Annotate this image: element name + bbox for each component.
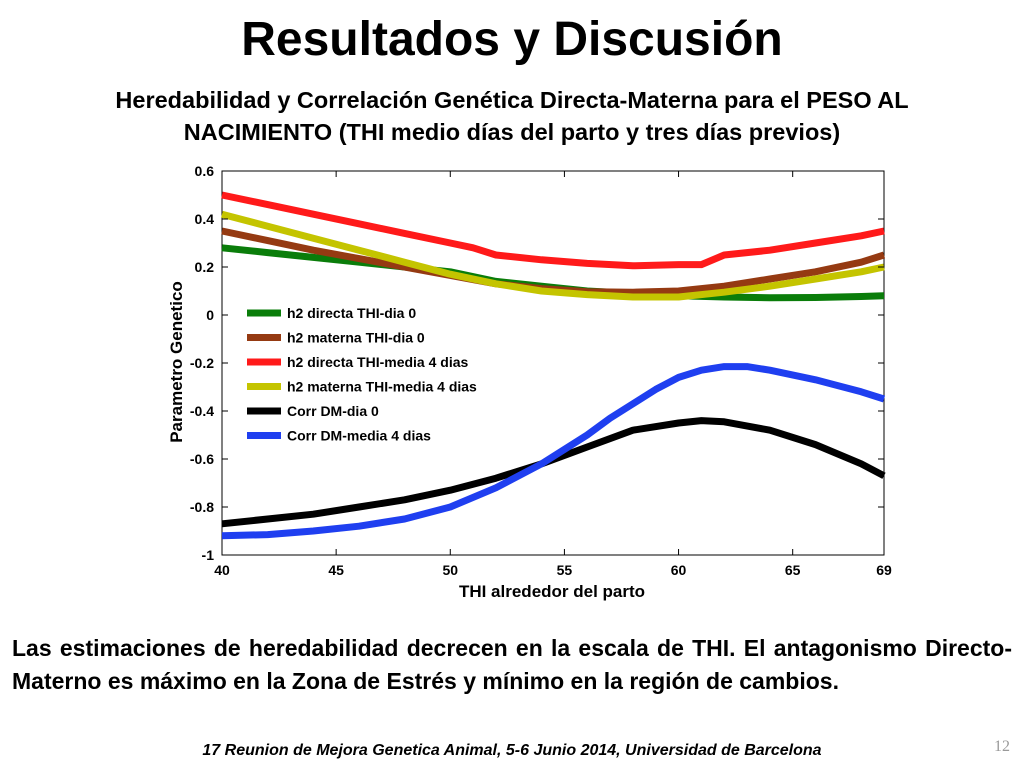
y-tick-label: -0.4: [190, 403, 214, 419]
y-tick-label: -0.2: [190, 355, 214, 371]
y-tick-label: 0.2: [195, 259, 215, 275]
x-tick-label: 69: [876, 562, 892, 578]
y-tick-label: -0.6: [190, 451, 214, 467]
series-line-5: [221, 417, 886, 528]
page-number: 12: [994, 738, 1010, 755]
subtitle-line-1: Heredabilidad y Correlación Genética Dir…: [115, 87, 909, 113]
x-tick-label: 55: [557, 562, 573, 578]
x-tick-label: 60: [671, 562, 687, 578]
y-tick-label: 0.6: [195, 163, 215, 179]
footer-text: 17 Reunion de Mejora Genetica Animal, 5-…: [202, 742, 822, 759]
y-axis-label: Parametro Genetico: [167, 281, 186, 443]
y-tick-label: -1: [202, 547, 215, 563]
legend-label: Corr DM-media 4 dias: [287, 428, 431, 444]
x-tick-label: 50: [442, 562, 458, 578]
series-line-4: [221, 210, 885, 301]
y-tick-label: 0: [206, 307, 214, 323]
x-tick-label: 45: [328, 562, 344, 578]
legend-label: Corr DM-dia 0: [287, 403, 379, 419]
legend-label: h2 directa THI-dia 0: [287, 305, 416, 321]
y-tick-label: -0.8: [190, 499, 214, 515]
conclusion-text: Las estimaciones de heredabilidad decrec…: [12, 635, 1012, 694]
x-axis-label: THI alrededor del parto: [459, 582, 645, 601]
x-tick-label: 65: [785, 562, 801, 578]
legend-label: h2 directa THI-media 4 dias: [287, 354, 468, 370]
x-tick-label: 40: [214, 562, 230, 578]
slide-title: Resultados y Discusión: [241, 13, 783, 66]
legend-label: h2 materna THI-media 4 dias: [287, 379, 477, 395]
series-line-6: [221, 363, 886, 540]
subtitle-line-2: NACIMIENTO (THI medio días del parto y t…: [183, 119, 841, 145]
legend-label: h2 materna THI-dia 0: [287, 330, 425, 346]
slide-subtitle: Heredabilidad y Correlación Genética Dir…: [20, 84, 1004, 148]
y-tick-label: 0.4: [195, 211, 215, 227]
series-line-3: [221, 191, 885, 270]
